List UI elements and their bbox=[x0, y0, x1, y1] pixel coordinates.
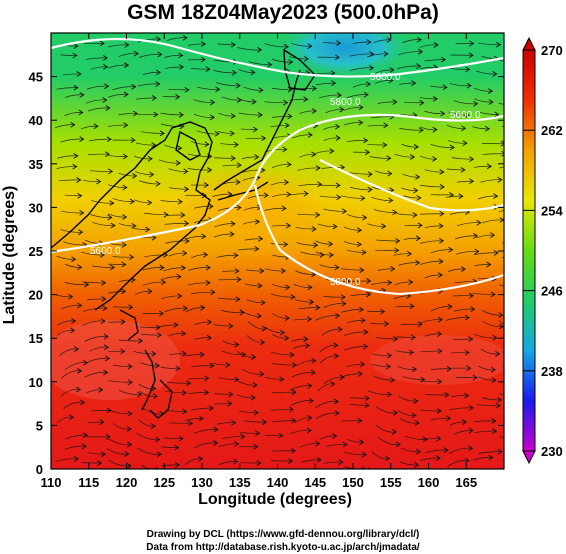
colorbar-tick-label: 246 bbox=[541, 284, 563, 299]
x-axis-ticks: 110 115 120 125 130 135 140 145 150 155 160 165 bbox=[41, 33, 477, 490]
contour-line bbox=[50, 113, 505, 254]
y-tick-label: 15 bbox=[29, 331, 43, 346]
y-tick-label: 10 bbox=[29, 375, 43, 390]
coastline bbox=[50, 48, 316, 419]
contour-label: 5600.0 bbox=[90, 246, 121, 257]
footer-credit-data: Data from http://database.rish.kyoto-u.a… bbox=[146, 542, 420, 553]
temperature-field bbox=[51, 33, 504, 469]
x-axis-label: Longitude (degrees) bbox=[198, 491, 352, 508]
y-tick-label: 5 bbox=[36, 418, 43, 433]
y-axis-label: Latitude (degrees) bbox=[1, 185, 18, 325]
y-tick-label: 25 bbox=[29, 244, 43, 259]
contour-line bbox=[253, 184, 505, 296]
contour-line bbox=[319, 159, 505, 212]
x-tick-label: 140 bbox=[267, 475, 289, 490]
y-tick-label: 45 bbox=[29, 70, 43, 85]
footer-credit-drawing: Drawing by DCL (https://www.gfd-dennou.o… bbox=[146, 529, 420, 540]
x-tick-label: 150 bbox=[342, 475, 364, 490]
x-tick-label: 135 bbox=[229, 475, 251, 490]
y-tick-label: 0 bbox=[36, 462, 43, 477]
colorbar-tick-label: 238 bbox=[541, 364, 563, 379]
y-tick-label: 20 bbox=[29, 288, 43, 303]
y-axis-ticks: 0 5 10 15 20 25 30 35 40 45 bbox=[29, 70, 504, 477]
x-tick-label: 165 bbox=[455, 475, 477, 490]
contour-label: 5600.0 bbox=[450, 110, 481, 121]
x-tick-label: 155 bbox=[380, 475, 402, 490]
colorbar-scale bbox=[522, 49, 536, 452]
height-contours bbox=[50, 37, 505, 296]
x-tick-label: 160 bbox=[418, 475, 440, 490]
colorbar-bottom-arrow bbox=[522, 450, 536, 465]
x-tick-label: 125 bbox=[153, 475, 175, 490]
contour-label: 5800.0 bbox=[330, 277, 361, 288]
x-tick-label: 120 bbox=[116, 475, 138, 490]
x-tick-label: 130 bbox=[191, 475, 213, 490]
colorbar-tick-label: 270 bbox=[541, 43, 563, 58]
y-tick-label: 35 bbox=[29, 157, 43, 172]
x-tick-label: 145 bbox=[304, 475, 326, 490]
map-title: GSM 18Z04May2023 (500.0hPa) bbox=[127, 1, 439, 24]
contour-label: 5800.0 bbox=[330, 97, 361, 108]
colorbar-tick-label: 262 bbox=[541, 123, 563, 138]
contour-label: 5600.0 bbox=[370, 72, 401, 83]
colorbar-tick-label: 254 bbox=[541, 203, 563, 218]
y-tick-label: 30 bbox=[29, 200, 43, 215]
colorbar-top-arrow bbox=[522, 36, 536, 51]
y-tick-label: 40 bbox=[29, 113, 43, 128]
contour-line bbox=[50, 37, 505, 78]
colorbar-tick-label: 230 bbox=[541, 444, 563, 459]
x-tick-label: 115 bbox=[78, 475, 99, 490]
x-tick-label: 110 bbox=[41, 475, 62, 490]
colorbar: 230 238 246 254 262 270 bbox=[522, 36, 563, 465]
